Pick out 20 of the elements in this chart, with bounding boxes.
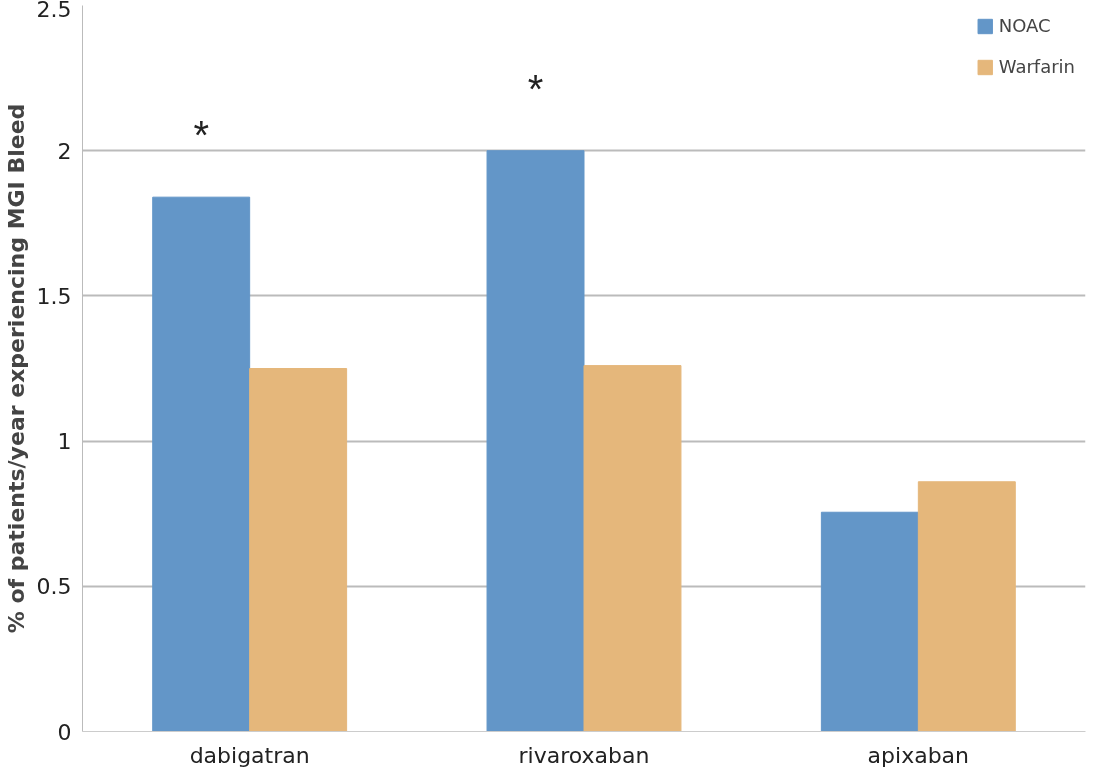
x-tick-label: apixaban xyxy=(867,742,970,768)
legend-label: Warfarin xyxy=(998,56,1075,77)
bar xyxy=(917,481,1016,732)
legend-label: NOAC xyxy=(998,15,1051,36)
y-axis-title: % of patients/year experiencing MGI Bleed xyxy=(3,103,29,634)
y-tick-label: 1 xyxy=(57,429,72,455)
y-tick-label: 0 xyxy=(57,719,72,745)
bar xyxy=(152,196,251,732)
y-tick-label: 0.5 xyxy=(36,574,72,600)
x-tick-label: dabigatran xyxy=(189,742,310,768)
x-tick-label: rivaroxaban xyxy=(518,742,650,768)
y-tick-label: 2 xyxy=(57,138,72,164)
bar xyxy=(820,511,919,732)
y-tick-label: 2.5 xyxy=(36,0,72,22)
bar xyxy=(583,365,682,732)
annotation: * xyxy=(527,66,544,111)
bar xyxy=(486,150,585,732)
y-tick-label: 1.5 xyxy=(36,283,72,309)
annotation: * xyxy=(193,113,209,158)
bar xyxy=(249,368,348,732)
